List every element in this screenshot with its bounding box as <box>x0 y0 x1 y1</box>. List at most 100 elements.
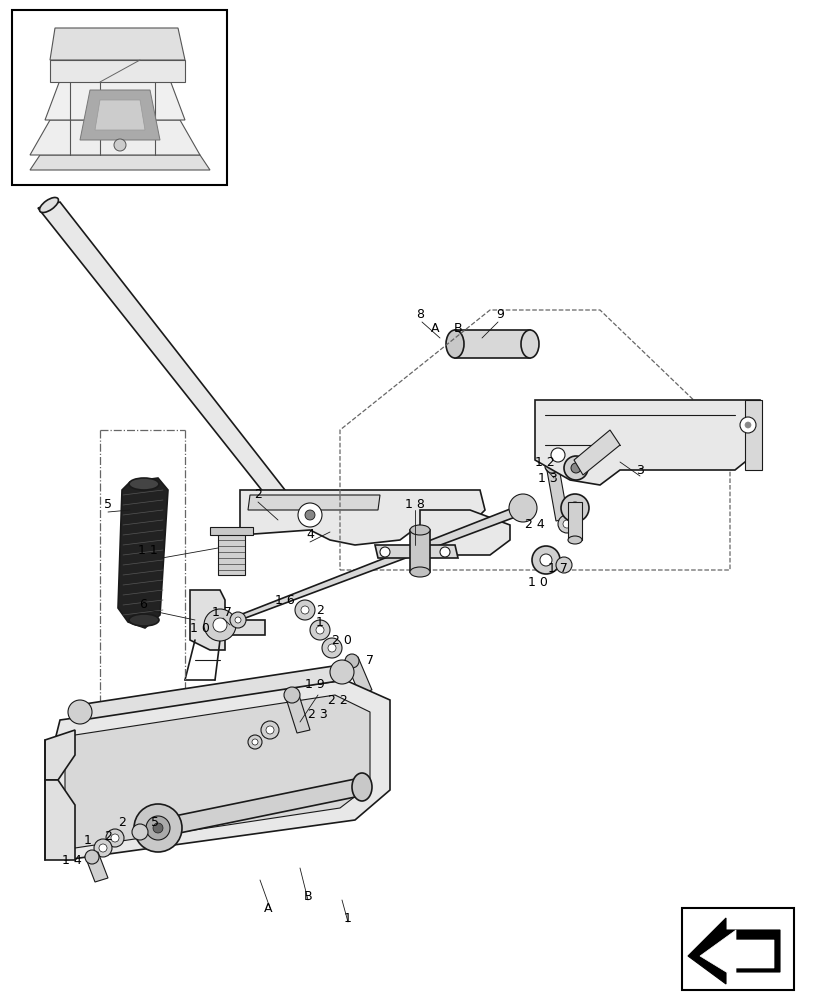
Polygon shape <box>240 490 485 545</box>
Text: 1 4: 1 4 <box>62 854 82 866</box>
Text: A: A <box>264 902 273 914</box>
Text: 1 7: 1 7 <box>212 605 232 618</box>
Polygon shape <box>155 778 365 837</box>
Circle shape <box>440 547 450 557</box>
Polygon shape <box>30 120 200 155</box>
Polygon shape <box>85 852 108 882</box>
Text: 3: 3 <box>636 464 644 477</box>
Text: 1 0: 1 0 <box>190 621 210 635</box>
Circle shape <box>380 547 390 557</box>
Polygon shape <box>45 80 185 120</box>
Circle shape <box>295 600 315 620</box>
Circle shape <box>551 448 565 462</box>
Text: B: B <box>454 322 463 334</box>
Polygon shape <box>345 657 372 693</box>
Ellipse shape <box>352 773 372 801</box>
Bar <box>682 908 794 990</box>
Polygon shape <box>285 692 310 733</box>
Polygon shape <box>546 462 568 521</box>
Text: 1: 1 <box>344 912 352 924</box>
Text: 1 6: 1 6 <box>275 593 295 606</box>
Polygon shape <box>574 430 620 475</box>
Text: 2: 2 <box>316 603 324 616</box>
Polygon shape <box>568 502 582 540</box>
Circle shape <box>532 546 560 574</box>
Circle shape <box>556 557 572 573</box>
Ellipse shape <box>568 536 582 544</box>
Text: 2 0: 2 0 <box>332 634 352 647</box>
Circle shape <box>571 463 581 473</box>
Circle shape <box>213 618 227 632</box>
Circle shape <box>204 609 236 641</box>
Polygon shape <box>420 510 510 555</box>
Polygon shape <box>248 495 380 510</box>
Circle shape <box>146 816 170 840</box>
Text: 7: 7 <box>366 654 374 666</box>
Text: 1 0: 1 0 <box>528 576 548 588</box>
Circle shape <box>322 638 342 658</box>
Circle shape <box>252 739 258 745</box>
Ellipse shape <box>410 525 430 535</box>
Polygon shape <box>55 680 390 860</box>
Text: A: A <box>431 322 439 334</box>
Text: 2 2: 2 2 <box>328 694 348 706</box>
Circle shape <box>316 626 324 634</box>
Circle shape <box>345 654 359 668</box>
Polygon shape <box>50 60 185 82</box>
Circle shape <box>558 515 576 533</box>
Circle shape <box>111 834 119 842</box>
Polygon shape <box>208 502 528 632</box>
Text: 9: 9 <box>496 308 504 322</box>
Polygon shape <box>80 90 160 140</box>
Text: 1: 1 <box>84 834 92 846</box>
Polygon shape <box>455 330 530 358</box>
Text: B: B <box>304 890 313 902</box>
Ellipse shape <box>129 478 159 490</box>
Circle shape <box>153 823 163 833</box>
Text: 1 9: 1 9 <box>305 678 325 692</box>
Polygon shape <box>410 530 430 572</box>
Ellipse shape <box>410 567 430 577</box>
Circle shape <box>745 422 751 428</box>
Polygon shape <box>535 400 760 485</box>
Polygon shape <box>78 665 345 720</box>
Text: 5: 5 <box>151 816 159 830</box>
Circle shape <box>266 726 274 734</box>
Circle shape <box>230 612 246 628</box>
Text: 1 2: 1 2 <box>535 456 555 468</box>
Circle shape <box>564 456 588 480</box>
Circle shape <box>68 700 92 724</box>
Polygon shape <box>700 930 774 978</box>
Text: 1 3: 1 3 <box>538 472 558 485</box>
Text: 2 3: 2 3 <box>308 708 328 722</box>
Text: 2: 2 <box>104 830 112 842</box>
Text: 1 8: 1 8 <box>405 498 425 512</box>
Circle shape <box>85 850 99 864</box>
Text: 5: 5 <box>104 498 112 512</box>
Circle shape <box>99 844 107 852</box>
Polygon shape <box>30 155 210 170</box>
Text: 2 4: 2 4 <box>526 518 545 532</box>
Circle shape <box>132 824 148 840</box>
Text: 8: 8 <box>416 308 424 322</box>
Ellipse shape <box>521 330 539 358</box>
Polygon shape <box>65 695 370 848</box>
Circle shape <box>305 510 315 520</box>
Ellipse shape <box>446 330 464 358</box>
Ellipse shape <box>148 813 168 843</box>
Circle shape <box>328 644 336 652</box>
Circle shape <box>134 804 182 852</box>
Text: 4: 4 <box>306 528 314 542</box>
Polygon shape <box>745 400 762 470</box>
Ellipse shape <box>129 614 159 626</box>
Circle shape <box>561 494 589 522</box>
Circle shape <box>94 839 112 857</box>
Circle shape <box>540 554 552 566</box>
Text: 6: 6 <box>139 598 147 611</box>
Text: 1: 1 <box>316 615 324 629</box>
Circle shape <box>298 503 322 527</box>
Circle shape <box>106 829 124 847</box>
Text: 1 7: 1 7 <box>548 562 568 574</box>
Polygon shape <box>210 527 253 535</box>
Polygon shape <box>118 478 168 628</box>
